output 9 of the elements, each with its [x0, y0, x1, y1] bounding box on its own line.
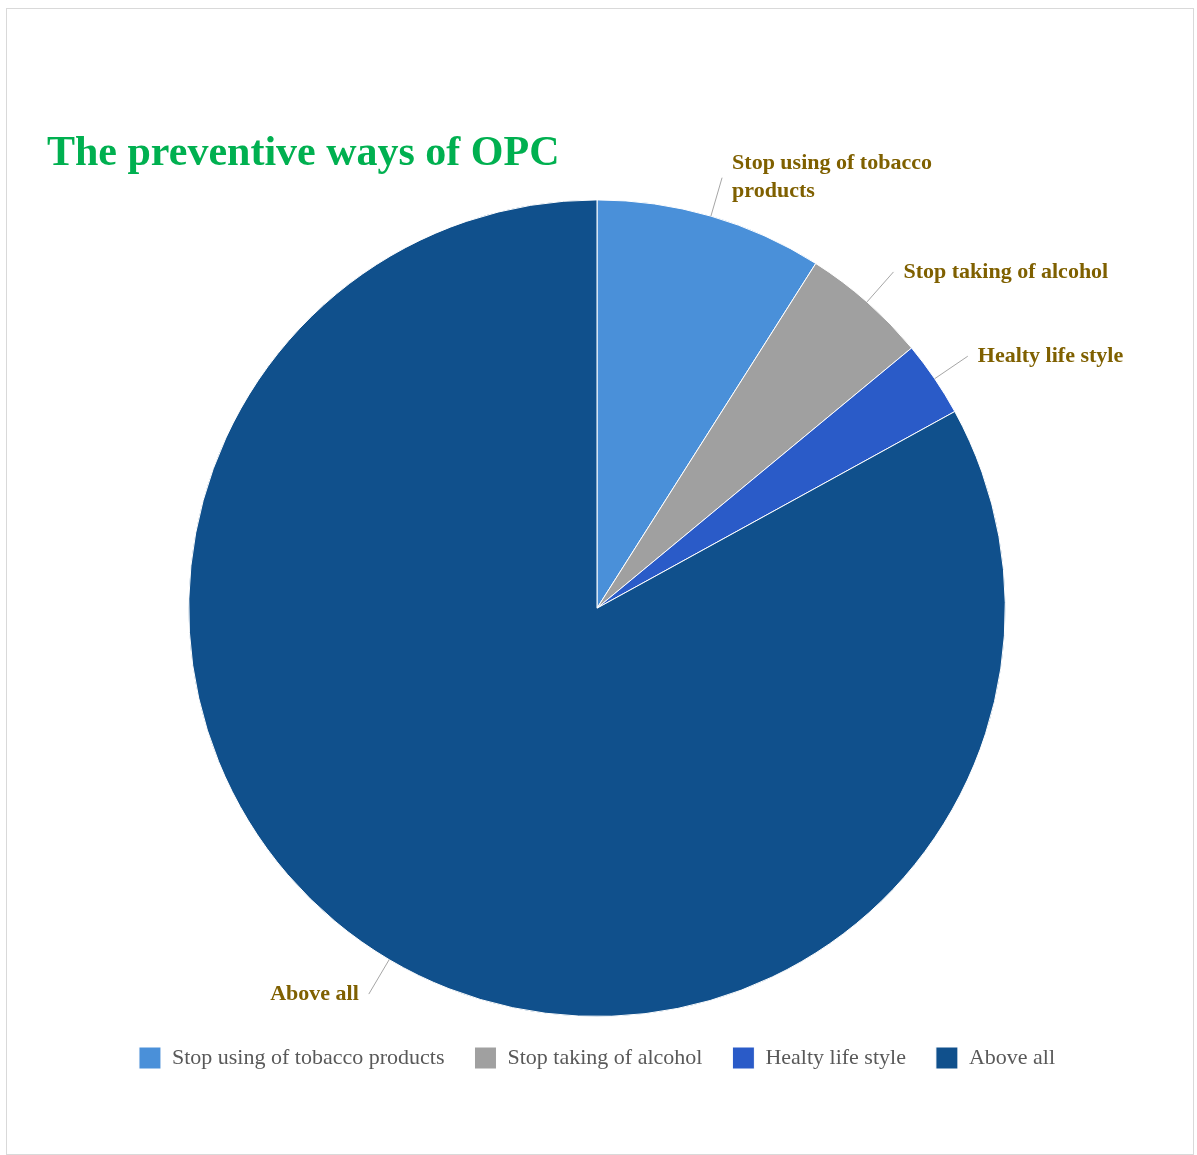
- legend-label: Healty life style: [765, 1043, 906, 1069]
- slice-label: Stop taking of alcohol: [903, 257, 1109, 283]
- slice-label: Above all: [270, 979, 359, 1005]
- slice-label: Healty life style: [977, 341, 1124, 367]
- legend-label: Above all: [968, 1043, 1056, 1069]
- legend-label: Stop taking of alcohol: [507, 1043, 703, 1069]
- chart-title: The preventive ways of OPC: [47, 128, 560, 175]
- slice-label: Stop using of tobacco products: [732, 149, 932, 203]
- legend-label: Stop using of tobacco products: [171, 1043, 445, 1069]
